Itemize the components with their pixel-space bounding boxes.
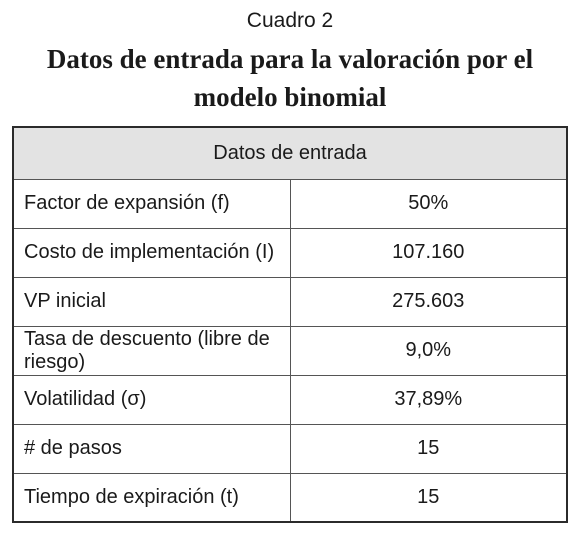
table-row: Costo de implementación (I) 107.160 <box>12 227 568 278</box>
row-label: Costo de implementación (I) <box>12 227 291 278</box>
table-row: Volatilidad (σ) 37,89% <box>12 374 568 425</box>
row-value: 275.603 <box>289 276 568 327</box>
row-label: Tasa de descuento (libre de riesgo) <box>12 325 291 376</box>
row-label: # de pasos <box>12 423 291 474</box>
row-label: Factor de expansión (f) <box>12 178 291 229</box>
row-value: 15 <box>289 423 568 474</box>
table-caption: Cuadro 2 <box>246 9 334 32</box>
table-row: Factor de expansión (f) 50% <box>12 178 568 229</box>
row-label: Tiempo de expiración (t) <box>12 472 291 523</box>
table-header-row: Datos de entrada <box>12 126 568 180</box>
row-value: 15 <box>289 472 568 523</box>
row-value: 37,89% <box>289 374 568 425</box>
row-value: 107.160 <box>289 227 568 278</box>
table-row: Tasa de descuento (libre de riesgo) 9,0% <box>12 325 568 376</box>
table-row: Tiempo de expiración (t) 15 <box>12 472 568 523</box>
table-header: Datos de entrada <box>12 126 568 180</box>
table-title: Datos de entrada para la valoración por … <box>46 44 534 112</box>
table-row: VP inicial 275.603 <box>12 276 568 327</box>
table-row: # de pasos 15 <box>12 423 568 474</box>
row-label: VP inicial <box>12 276 291 327</box>
row-value: 9,0% <box>289 325 568 376</box>
row-value: 50% <box>289 178 568 229</box>
input-data-table: Datos de entrada Factor de expansión (f)… <box>12 126 568 523</box>
row-label: Volatilidad (σ) <box>12 374 291 425</box>
